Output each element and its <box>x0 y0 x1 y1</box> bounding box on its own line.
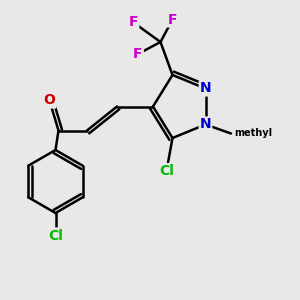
Text: methyl: methyl <box>234 128 272 139</box>
Text: N: N <box>200 82 211 95</box>
Text: F: F <box>168 13 177 26</box>
Text: Cl: Cl <box>48 229 63 242</box>
Text: F: F <box>129 16 138 29</box>
Text: N: N <box>200 118 211 131</box>
Text: Cl: Cl <box>159 164 174 178</box>
Text: F: F <box>133 47 143 61</box>
Text: O: O <box>44 94 56 107</box>
